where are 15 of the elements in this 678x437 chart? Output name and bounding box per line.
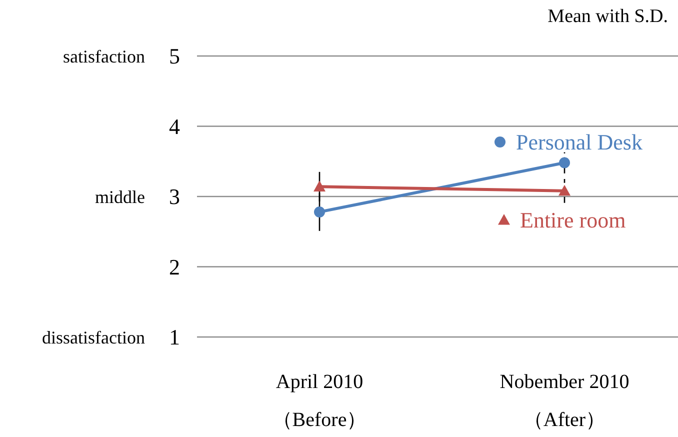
legend-label: Entire room [520,208,626,233]
point [559,157,570,168]
y-tick-label: 5 [169,44,180,69]
x-tick-label: Nobember 2010 （After） [500,371,630,431]
y-tick-label: 4 [169,114,180,139]
x-tick-label: April 2010 （Before） [272,371,367,431]
y-tick-label: 3 [169,184,180,210]
y-tick-label: 1 [169,324,180,350]
point [314,206,325,218]
legend-label: Personal Desk [516,130,642,155]
text: satisfaction [63,46,145,66]
text: dissatisfaction [42,327,145,348]
text: middle [95,186,146,207]
y-tick-label: 2 [169,254,180,280]
chart-title: Mean with S.D. [548,6,668,27]
